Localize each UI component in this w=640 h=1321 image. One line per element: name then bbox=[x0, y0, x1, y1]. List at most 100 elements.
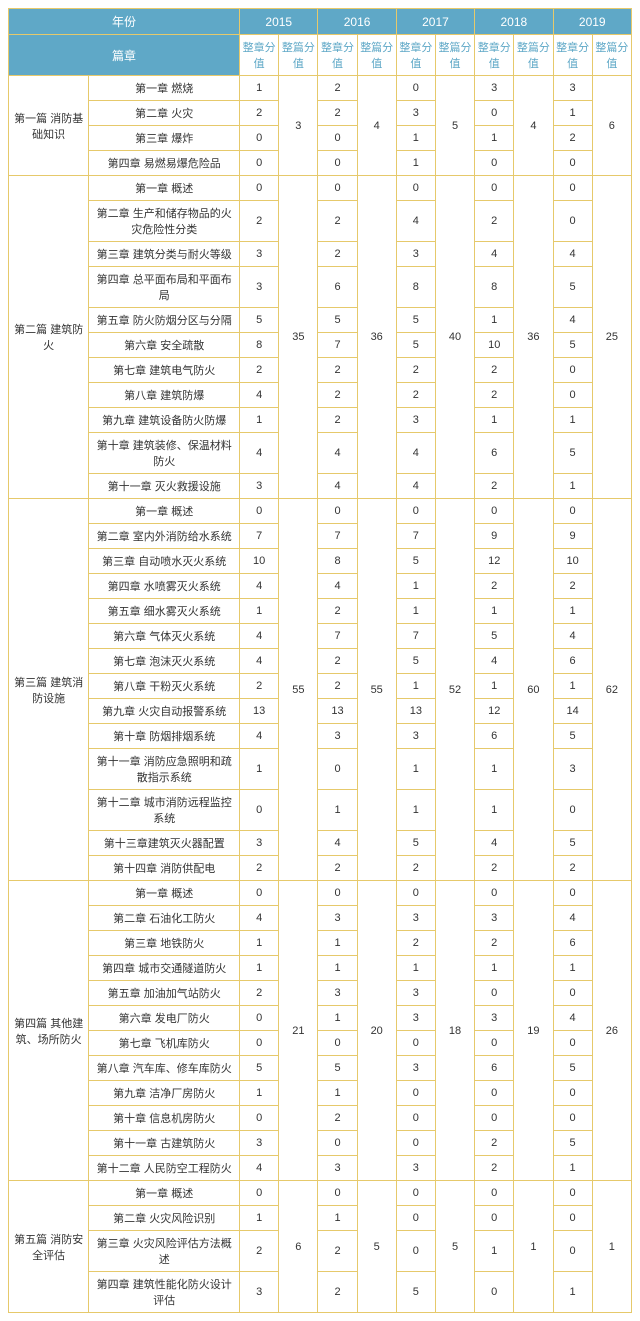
chapter-value: 0 bbox=[553, 176, 592, 201]
year-2019: 2019 bbox=[553, 9, 632, 35]
chapter-value: 8 bbox=[396, 267, 435, 308]
chapter-value: 5 bbox=[553, 831, 592, 856]
chapter-value: 3 bbox=[396, 981, 435, 1006]
chapter-value: 4 bbox=[475, 242, 514, 267]
chapter-value: 5 bbox=[318, 308, 357, 333]
chapter-value: 2 bbox=[318, 101, 357, 126]
chapter-value: 9 bbox=[475, 524, 514, 549]
chapter-value: 4 bbox=[318, 433, 357, 474]
chapter-value: 0 bbox=[318, 881, 357, 906]
chapter-value: 0 bbox=[553, 201, 592, 242]
chapter-value: 3 bbox=[240, 242, 279, 267]
chapter-value: 1 bbox=[240, 749, 279, 790]
chapter-value: 0 bbox=[396, 1131, 435, 1156]
sub-pian: 整篇分值 bbox=[435, 35, 474, 76]
chapter-value: 1 bbox=[396, 599, 435, 624]
chapter-value: 1 bbox=[396, 674, 435, 699]
chapter-value: 4 bbox=[553, 624, 592, 649]
chapter-name: 第三章 地铁防火 bbox=[89, 931, 240, 956]
chapter-value: 5 bbox=[396, 649, 435, 674]
chapter-value: 1 bbox=[553, 674, 592, 699]
chapter-value: 0 bbox=[475, 499, 514, 524]
chapter-value: 1 bbox=[475, 674, 514, 699]
chapter-name: 第十一章 消防应急照明和疏散指示系统 bbox=[89, 749, 240, 790]
chapter-value: 2 bbox=[475, 931, 514, 956]
table-head: 年份 2015 2016 2017 2018 2019 篇章 整章分值 整篇分值… bbox=[9, 9, 632, 76]
chapter-value: 4 bbox=[318, 831, 357, 856]
chapter-value: 3 bbox=[240, 1272, 279, 1313]
table-row: 第一篇 消防基础知识第一章 燃烧1324053436 bbox=[9, 76, 632, 101]
chapter-name: 第二章 火灾 bbox=[89, 101, 240, 126]
section-name: 第三篇 建筑消防设施 bbox=[9, 499, 89, 881]
chapter-value: 1 bbox=[475, 126, 514, 151]
chapter-value: 2 bbox=[318, 649, 357, 674]
chapter-value: 2 bbox=[318, 242, 357, 267]
chapter-name: 第九章 建筑设备防火防爆 bbox=[89, 408, 240, 433]
chapter-value: 0 bbox=[240, 499, 279, 524]
chapter-value: 2 bbox=[318, 1272, 357, 1313]
chapter-value: 4 bbox=[475, 649, 514, 674]
chapter-value: 4 bbox=[553, 308, 592, 333]
chapter-name: 第八章 汽车库、修车库防火 bbox=[89, 1056, 240, 1081]
chapter-value: 1 bbox=[396, 574, 435, 599]
chapter-name: 第十一章 灭火救援设施 bbox=[89, 474, 240, 499]
section-total: 20 bbox=[357, 881, 396, 1181]
chapter-name: 第三章 自动喷水灭火系统 bbox=[89, 549, 240, 574]
chapter-value: 1 bbox=[553, 956, 592, 981]
chapter-value: 4 bbox=[240, 649, 279, 674]
chapter-name: 第一章 概述 bbox=[89, 1181, 240, 1206]
chapter-value: 0 bbox=[240, 1181, 279, 1206]
chapter-value: 5 bbox=[318, 1056, 357, 1081]
chapter-value: 3 bbox=[240, 1131, 279, 1156]
section-total: 6 bbox=[279, 1181, 318, 1313]
chapter-value: 2 bbox=[475, 474, 514, 499]
chapter-value: 0 bbox=[240, 176, 279, 201]
chapter-value: 4 bbox=[475, 831, 514, 856]
chapter-value: 0 bbox=[553, 499, 592, 524]
chapter-name: 第四章 建筑性能化防火设计评估 bbox=[89, 1272, 240, 1313]
chapter-value: 0 bbox=[318, 499, 357, 524]
chapter-value: 3 bbox=[318, 1156, 357, 1181]
chapter-value: 0 bbox=[553, 1181, 592, 1206]
chapter-value: 2 bbox=[240, 1231, 279, 1272]
chapter-name: 第六章 安全疏散 bbox=[89, 333, 240, 358]
chapter-value: 1 bbox=[318, 790, 357, 831]
sub-pian: 整篇分值 bbox=[279, 35, 318, 76]
chapter-name: 第一章 燃烧 bbox=[89, 76, 240, 101]
chapter-name: 第二章 火灾风险识别 bbox=[89, 1206, 240, 1231]
chapter-value: 12 bbox=[475, 549, 514, 574]
chapter-value: 5 bbox=[475, 624, 514, 649]
chapter-value: 0 bbox=[553, 358, 592, 383]
chapter-value: 0 bbox=[396, 499, 435, 524]
chapter-value: 2 bbox=[240, 101, 279, 126]
chapter-value: 2 bbox=[475, 383, 514, 408]
chapter-value: 1 bbox=[318, 1006, 357, 1031]
chapter-value: 0 bbox=[396, 176, 435, 201]
section-total: 36 bbox=[357, 176, 396, 499]
sub-pian: 整篇分值 bbox=[514, 35, 553, 76]
section-total: 19 bbox=[514, 881, 553, 1181]
table-row: 第二篇 建筑防火第一章 概述035036040036025 bbox=[9, 176, 632, 201]
sub-zheng: 整章分值 bbox=[240, 35, 279, 76]
chapter-value: 2 bbox=[240, 981, 279, 1006]
section-total: 6 bbox=[592, 76, 631, 176]
chapter-value: 7 bbox=[318, 333, 357, 358]
chapter-value: 2 bbox=[318, 358, 357, 383]
chapter-value: 2 bbox=[318, 76, 357, 101]
chapter-value: 0 bbox=[396, 76, 435, 101]
chapter-name: 第十二章 城市消防远程监控系统 bbox=[89, 790, 240, 831]
sub-zheng: 整章分值 bbox=[318, 35, 357, 76]
chapter-value: 1 bbox=[240, 408, 279, 433]
chapter-name: 第七章 泡沫灭火系统 bbox=[89, 649, 240, 674]
chapter-name: 第二章 石油化工防火 bbox=[89, 906, 240, 931]
chapter-value: 4 bbox=[240, 724, 279, 749]
chapter-name: 第八章 建筑防爆 bbox=[89, 383, 240, 408]
chapter-value: 0 bbox=[396, 1181, 435, 1206]
chapter-value: 3 bbox=[396, 408, 435, 433]
chapter-value: 8 bbox=[240, 333, 279, 358]
chapter-value: 3 bbox=[475, 1006, 514, 1031]
chapter-value: 5 bbox=[553, 267, 592, 308]
chapter-value: 9 bbox=[553, 524, 592, 549]
chapter-name: 第三章 火灾风险评估方法概述 bbox=[89, 1231, 240, 1272]
chapter-value: 5 bbox=[396, 549, 435, 574]
